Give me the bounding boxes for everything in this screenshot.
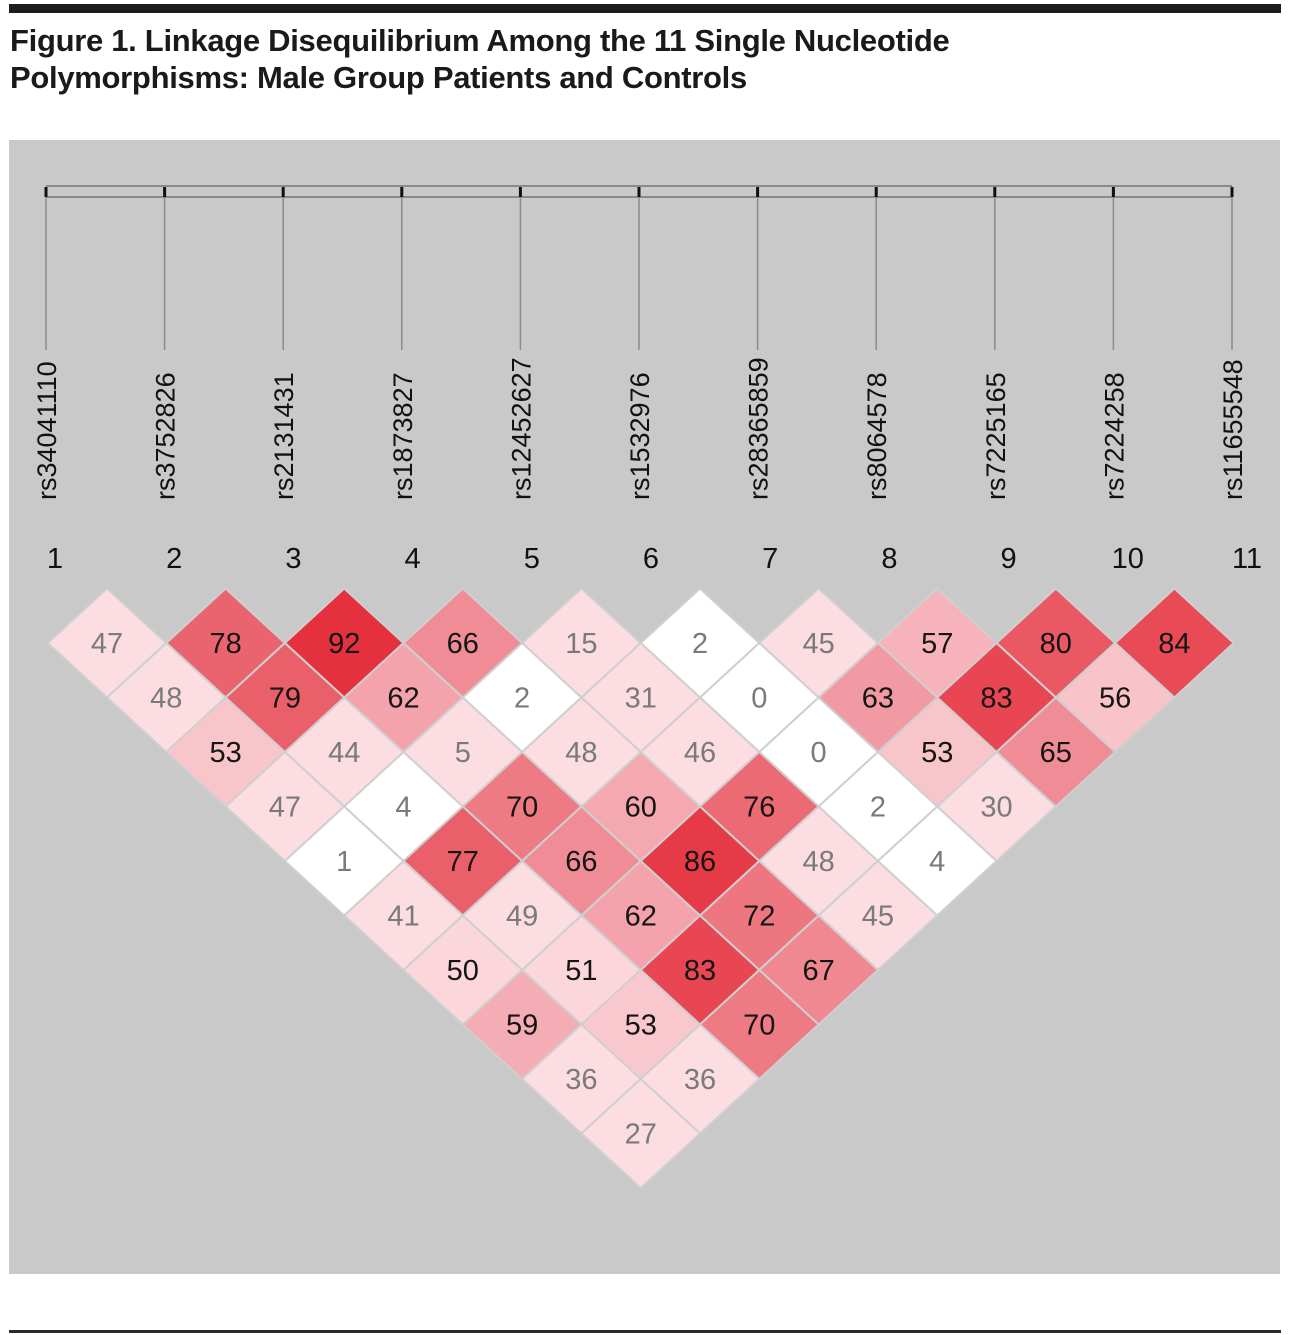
ld-cell-value: 15 [565,628,597,660]
ld-cell-value: 4 [929,846,945,878]
snp-index-label: 1 [47,543,63,575]
ld-cell-value: 92 [328,628,360,660]
ld-cell-value: 50 [447,955,479,987]
ld-cell-value: 53 [209,737,241,769]
snp-index-label: 4 [405,543,421,575]
figure-title-line-1: Figure 1. Linkage Disequilibrium Among t… [10,23,950,58]
snp-name-labels: rs34041110 rs3752826 rs2131431 rs1873827 rs1… [32,357,1248,500]
bottom-rule [9,1330,1281,1333]
ld-cell-value: 86 [684,846,716,878]
ld-cell-value: 63 [862,683,894,715]
snp-index-label: 7 [762,543,778,575]
snp-index-label: 3 [285,543,301,575]
ld-cell-value: 57 [921,628,953,660]
snp-index-label: 5 [524,543,540,575]
ld-cell-value: 66 [447,628,479,660]
snp-index-label: 10 [1112,543,1144,575]
ld-cell-value: 46 [684,737,716,769]
ld-cell-value: 70 [506,792,538,824]
ld-cell-value: 47 [269,792,301,824]
ld-cell-value: 45 [802,628,834,660]
snp-name-label: rs2131431 [269,372,299,500]
figure-title-line-2: Polymorphisms: Male Group Patients and C… [10,60,747,95]
ld-cell-value: 48 [565,737,597,769]
snp-index-label: 9 [1001,543,1017,575]
snp-name-label: rs1532976 [625,372,655,500]
ld-cell-value: 53 [625,1010,657,1042]
ld-cell-value: 84 [1158,628,1190,660]
snp-index-label: 8 [881,543,897,575]
ld-cell-value: 2 [870,792,886,824]
snp-index-label: 11 [1232,543,1262,575]
ld-cell-value: 83 [684,955,716,987]
ld-cell-value: 56 [1099,683,1131,715]
ld-cell-value: 76 [743,792,775,824]
ld-cell-value: 72 [743,901,775,933]
ld-cell-value: 66 [565,846,597,878]
ld-cell: 27 [579,1077,702,1190]
ld-cell-value: 47 [91,628,123,660]
snp-index-label: 2 [166,543,182,575]
ld-cell-value: 79 [269,683,301,715]
snp-position-rail [44,185,1234,350]
ld-cell-value: 36 [565,1064,597,1096]
ld-cell-value: 1 [336,846,352,878]
ld-cell-value: 31 [625,683,657,715]
ld-cell-value: 77 [447,846,479,878]
ld-cell-value: 70 [743,1010,775,1042]
ld-cell-value: 2 [692,628,708,660]
ld-cell-value: 83 [980,683,1012,715]
ld-cell-diamond [579,1077,702,1190]
ld-cell-value: 36 [684,1064,716,1096]
snp-name-label: rs3752826 [151,372,181,500]
ld-cell: 36 [639,1023,761,1135]
snp-name-label: rs28365859 [744,357,774,500]
snp-index-labels: 1 2 3 4 5 6 7 8 9 10 11 [47,543,1262,575]
ld-cell-value: 48 [150,683,182,715]
top-rule [9,4,1281,13]
snp-name-label: rs12452627 [506,357,536,500]
snp-name-label: rs34041110 [32,361,62,500]
ld-cell-value: 5 [455,737,471,769]
snp-name-label: rs7224258 [1099,372,1129,500]
snp-name-label: rs1873827 [388,372,418,500]
ld-cell-value: 78 [209,628,241,660]
ld-cell-value: 41 [387,901,419,933]
ld-cell-value: 67 [802,955,834,987]
ld-cell-value: 4 [395,792,411,824]
ld-cell-value: 2 [514,683,530,715]
ld-cell-value: 45 [862,901,894,933]
ld-cell-value: 62 [387,683,419,715]
snp-name-label: rs8064578 [862,372,892,500]
ld-cell-value: 51 [565,955,597,987]
snp-index-label: 6 [643,543,659,575]
ld-cell-value: 62 [625,901,657,933]
ld-cell-value: 60 [625,792,657,824]
figure-title: Figure 1. Linkage Disequilibrium Among t… [10,22,1270,96]
ld-cell-value: 80 [1040,628,1072,660]
snp-name-label: rs7225165 [981,372,1011,500]
ld-cell-value: 30 [980,792,1012,824]
ld-cell-value: 48 [802,846,834,878]
ld-cell-value: 44 [328,737,360,769]
ld-cell-value: 59 [506,1010,538,1042]
ld-cell-value: 0 [751,683,767,715]
ld-cell-value: 49 [506,901,538,933]
ld-cell-value: 53 [921,737,953,769]
snp-name-label: rs11655548 [1218,359,1248,500]
ld-cell-value: 27 [625,1119,657,1151]
ld-cell-value: 65 [1040,737,1072,769]
ld-cell-value: 0 [811,737,827,769]
